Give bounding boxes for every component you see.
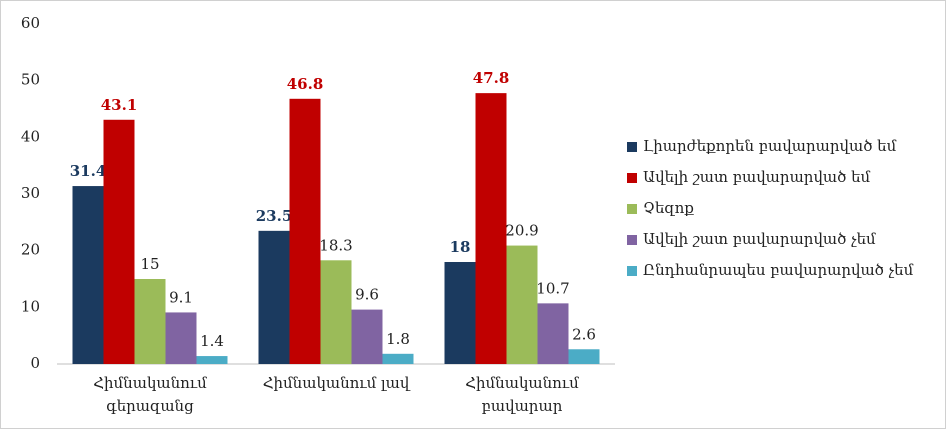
- legend-label: Ընդհանրապես բավարարված չեմ: [643, 261, 914, 279]
- legend-label: Ավելի շատ բավարարված եմ: [643, 168, 871, 186]
- data-label: 9.1: [169, 288, 193, 306]
- data-label: 1.8: [386, 330, 410, 348]
- y-tick-label: 50: [21, 71, 40, 89]
- bar: [351, 309, 383, 364]
- bar: [320, 260, 352, 364]
- bar: [506, 245, 538, 364]
- bar: [258, 230, 290, 364]
- legend-swatch: [627, 235, 637, 245]
- data-label: 15: [140, 255, 159, 273]
- data-label: 2.6: [572, 325, 596, 343]
- y-tick-label: 40: [21, 127, 40, 145]
- data-label: 9.6: [355, 286, 379, 304]
- bar: [72, 186, 104, 364]
- x-tick-label: Հիմնականում գերազանց: [93, 374, 207, 415]
- bar: [537, 303, 569, 364]
- legend-swatch: [627, 142, 637, 152]
- legend-swatch: [627, 266, 637, 276]
- bar: [196, 356, 228, 364]
- y-tick-label: 20: [21, 241, 40, 259]
- bar: [289, 98, 321, 365]
- data-label: 20.9: [505, 222, 538, 240]
- bar: [444, 262, 476, 364]
- legend-label: Լիարժեքորեն բավարարված եմ: [643, 137, 897, 155]
- legend-label: Ավելի շատ բավարարված չեմ: [643, 230, 876, 248]
- x-tick-label-line: Հիմնականում լավ: [263, 374, 411, 392]
- bar: [475, 93, 507, 364]
- data-label: 1.4: [200, 332, 224, 350]
- y-tick-label: 60: [21, 14, 40, 32]
- data-label: 46.8: [287, 75, 324, 93]
- y-tick-label: 0: [30, 354, 40, 372]
- data-label: 31.4: [70, 162, 107, 180]
- x-tick-label: Հիմնականում լավ: [263, 374, 411, 392]
- bar: [382, 353, 414, 364]
- legend-swatch: [627, 204, 637, 214]
- bar: [568, 349, 600, 364]
- bar: [165, 312, 197, 364]
- bar: [103, 119, 135, 365]
- data-label: 23.5: [256, 207, 293, 225]
- y-tick-label: 10: [21, 297, 40, 315]
- x-tick-label: Հիմնականում բավարար: [465, 374, 579, 415]
- legend-swatch: [627, 173, 637, 183]
- bar: [134, 279, 166, 364]
- legend-label: Չեզոք: [643, 199, 694, 217]
- x-tick-label-line: Հիմնականում: [465, 374, 579, 392]
- x-tick-label-line: Հիմնականում: [93, 374, 207, 392]
- data-label: 18.3: [319, 236, 352, 254]
- data-label: 47.8: [473, 69, 510, 87]
- x-tick-label-line: գերազանց: [106, 397, 194, 415]
- data-label: 10.7: [536, 279, 569, 297]
- data-label: 43.1: [101, 96, 138, 114]
- data-label: 18: [450, 238, 471, 256]
- x-tick-label-line: բավարար: [482, 397, 563, 415]
- y-tick-label: 30: [21, 184, 40, 202]
